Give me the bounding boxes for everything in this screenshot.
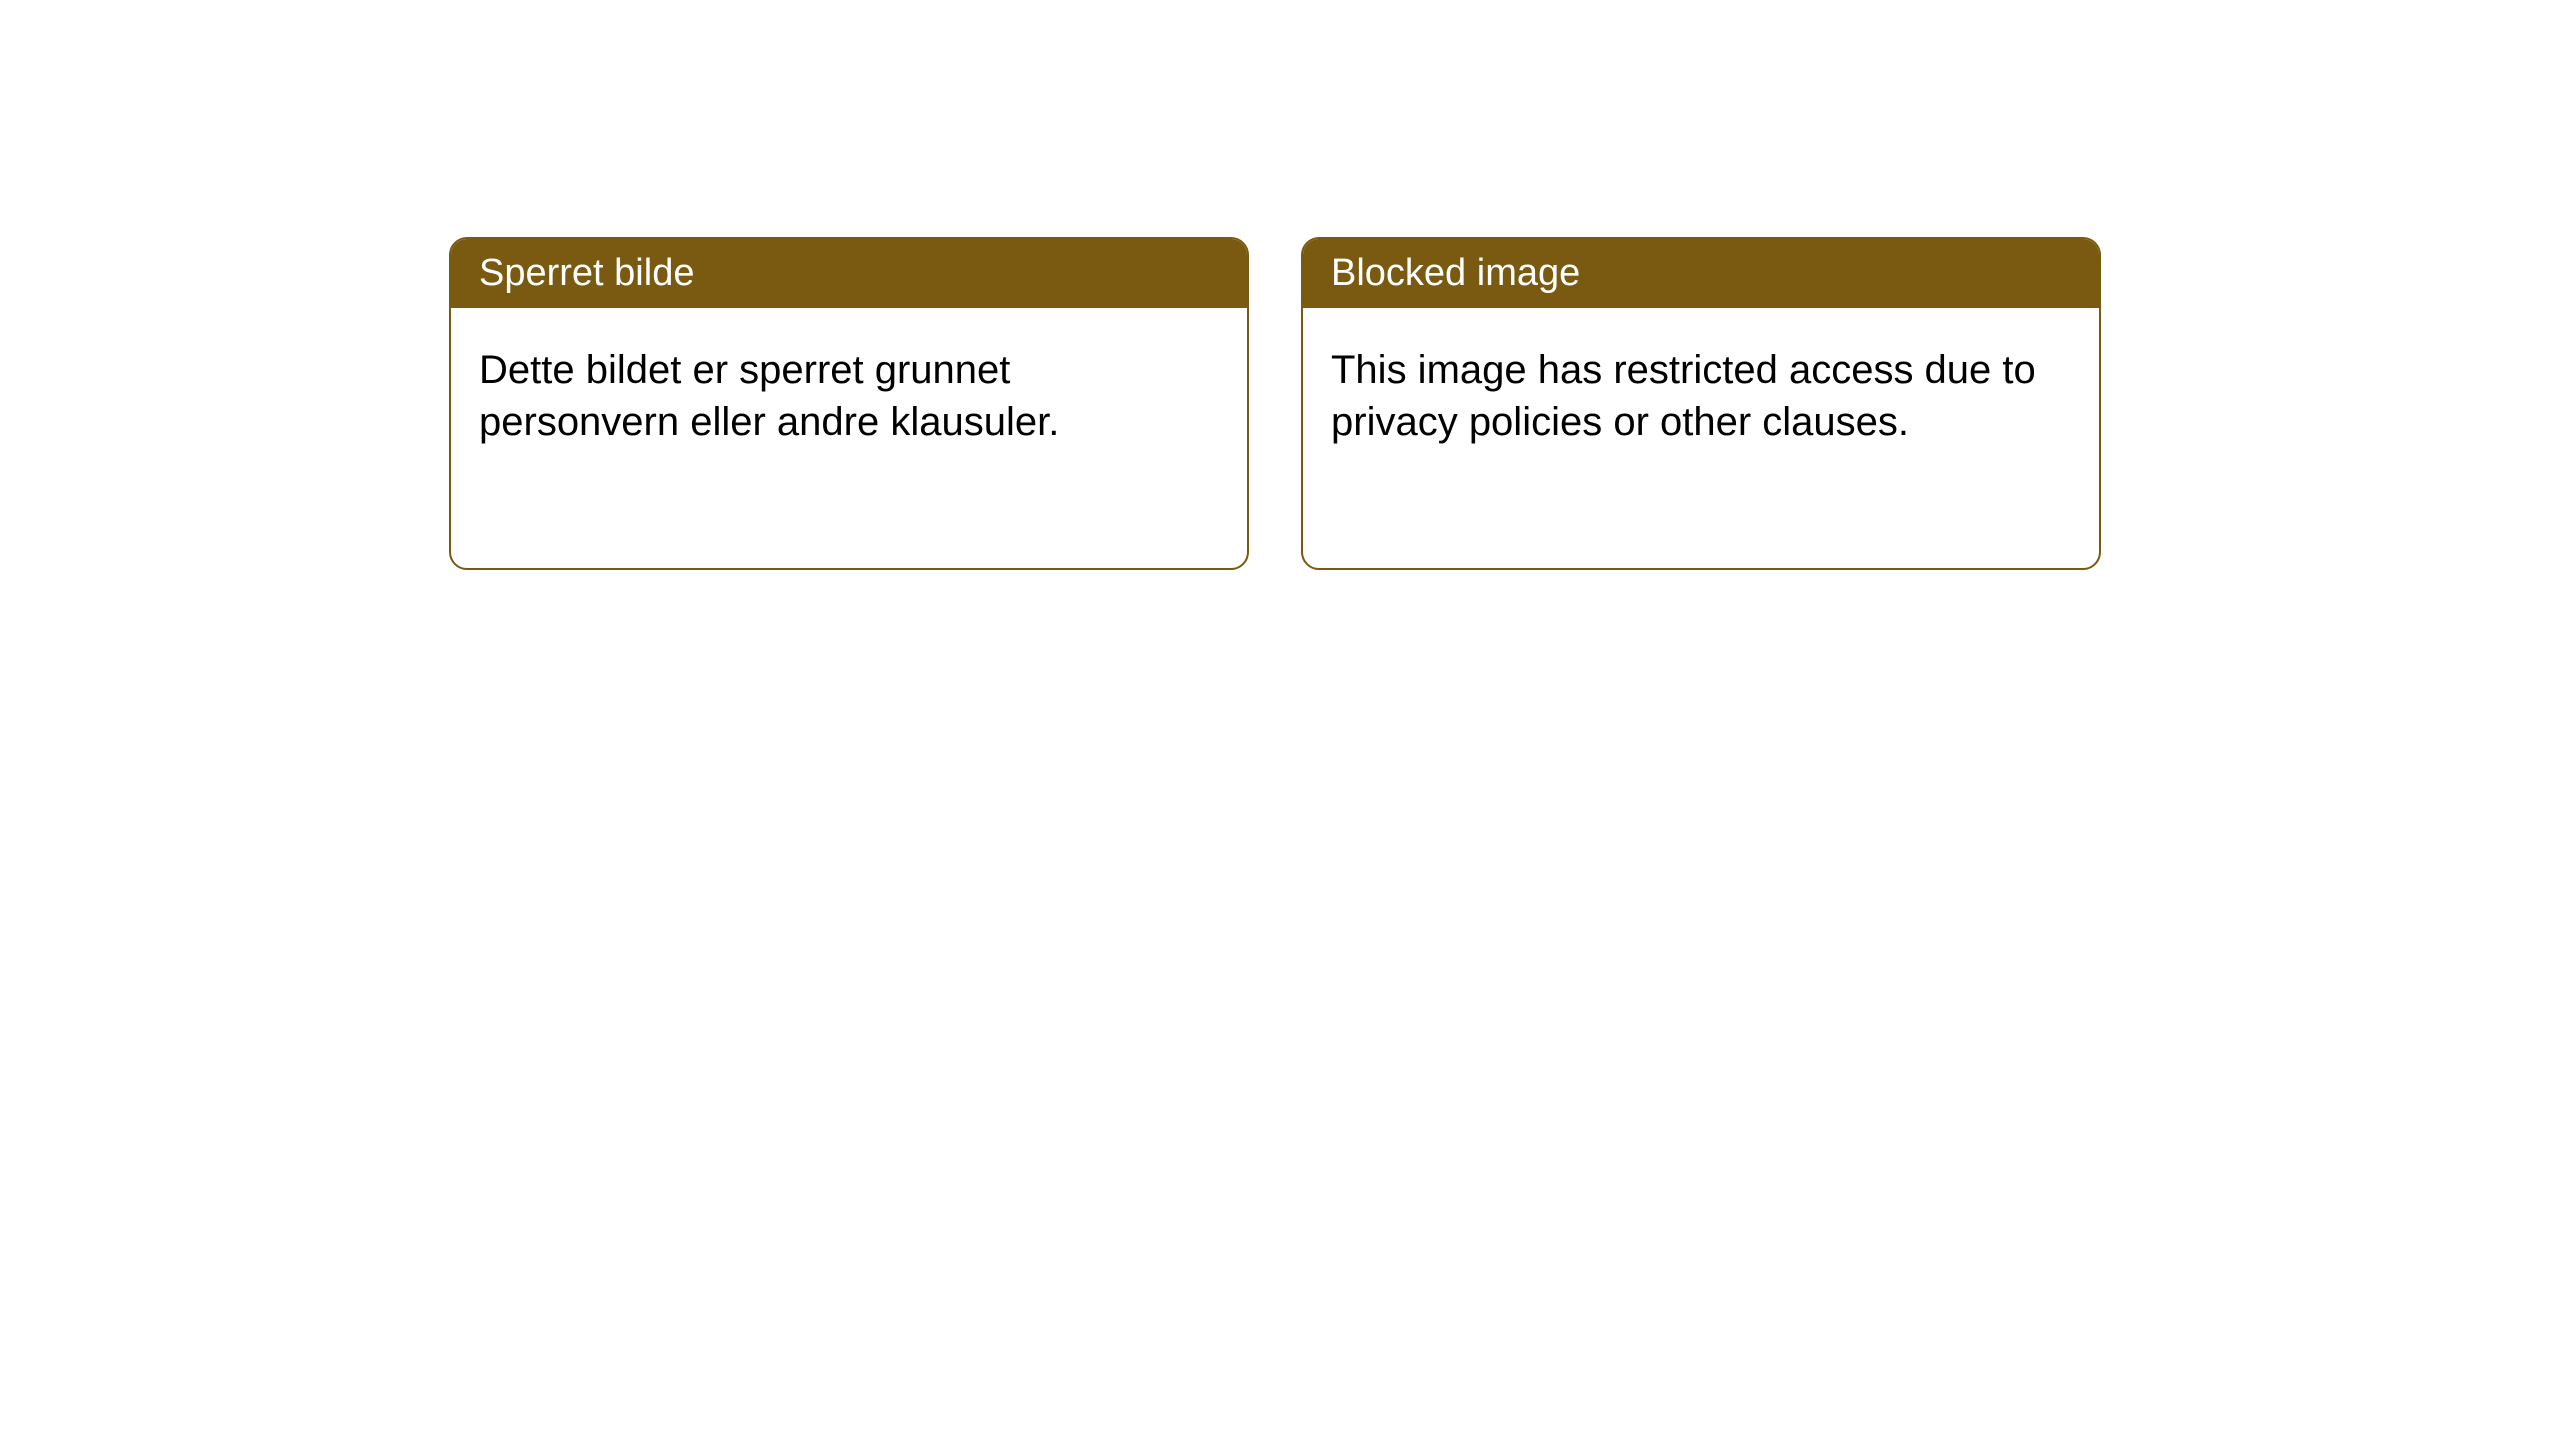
notice-container: Sperret bilde Dette bildet er sperret gr… — [0, 0, 2560, 570]
notice-card-norwegian: Sperret bilde Dette bildet er sperret gr… — [449, 237, 1249, 570]
notice-card-english: Blocked image This image has restricted … — [1301, 237, 2101, 570]
notice-header: Sperret bilde — [451, 239, 1247, 308]
notice-body-text: Dette bildet er sperret grunnet personve… — [479, 348, 1059, 444]
notice-title: Blocked image — [1331, 252, 1580, 294]
notice-title: Sperret bilde — [479, 252, 694, 294]
notice-header: Blocked image — [1303, 239, 2099, 308]
notice-body: This image has restricted access due to … — [1303, 308, 2099, 568]
notice-body: Dette bildet er sperret grunnet personve… — [451, 308, 1247, 568]
notice-body-text: This image has restricted access due to … — [1331, 348, 2036, 444]
